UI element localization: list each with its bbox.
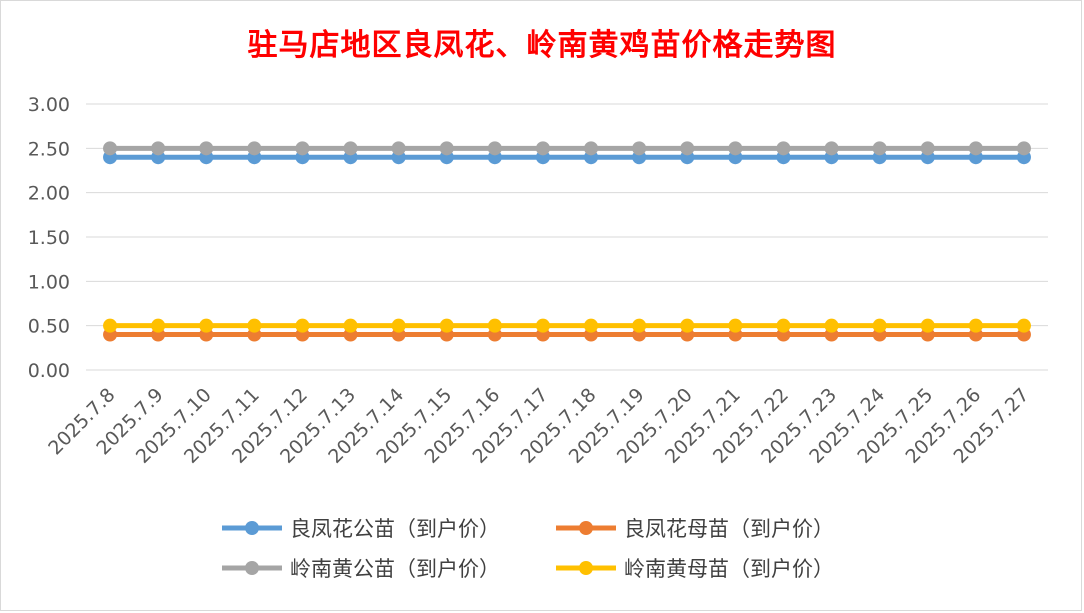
y-tick-label: 3.00	[28, 94, 70, 116]
series-3	[103, 141, 1031, 156]
legend-entry: 良凤花母苗（到户价）	[556, 517, 834, 541]
data-point	[872, 141, 887, 156]
data-point	[680, 141, 695, 156]
data-point	[872, 318, 887, 333]
data-point	[535, 141, 550, 156]
data-point	[728, 141, 743, 156]
legend-label: 良凤花母苗（到户价）	[624, 517, 834, 541]
legend-entry: 岭南黄母苗（到户价）	[556, 557, 834, 581]
legend-swatch-marker	[245, 521, 259, 535]
data-point	[680, 318, 695, 333]
data-point	[728, 318, 743, 333]
data-point	[487, 318, 502, 333]
data-point	[584, 141, 599, 156]
data-point	[439, 318, 454, 333]
data-point	[343, 141, 358, 156]
legend-entry: 良凤花公苗（到户价）	[222, 517, 500, 541]
legend-swatch-marker	[579, 561, 593, 575]
data-point	[103, 141, 118, 156]
data-point	[1016, 141, 1031, 156]
series-layer	[103, 141, 1031, 342]
y-tick-label: 0.50	[28, 316, 70, 338]
gridlines	[86, 103, 1048, 371]
data-point	[247, 318, 262, 333]
legend-swatch-marker	[245, 561, 259, 575]
y-tick-label: 2.00	[28, 183, 70, 205]
series-2	[103, 327, 1031, 342]
y-tick-label: 0.00	[28, 360, 70, 382]
y-tick-label: 1.50	[28, 227, 70, 249]
data-point	[295, 318, 310, 333]
legend: 良凤花公苗（到户价） 良凤花母苗（到户价） 岭南黄公苗（到户价） 岭南黄母苗（到户价）	[222, 517, 834, 581]
data-point	[247, 141, 262, 156]
data-point	[776, 141, 791, 156]
y-axis-ticks: 0.00 0.50 1.00 1.50 2.00 2.50 3.00	[28, 94, 70, 382]
series-1	[103, 150, 1031, 165]
data-point	[584, 318, 599, 333]
data-point	[1016, 318, 1031, 333]
data-point	[632, 318, 647, 333]
data-point	[824, 141, 839, 156]
data-point	[535, 318, 550, 333]
data-point	[968, 141, 983, 156]
y-tick-label: 1.00	[28, 271, 70, 293]
legend-label: 岭南黄公苗（到户价）	[290, 557, 500, 581]
x-axis-ticks: 2025.7.82025.7.92025.7.102025.7.112025.7…	[44, 384, 1033, 468]
data-point	[199, 141, 214, 156]
data-point	[151, 141, 166, 156]
series-4	[103, 318, 1031, 333]
data-point	[824, 318, 839, 333]
data-point	[199, 318, 214, 333]
data-point	[920, 318, 935, 333]
data-point	[968, 318, 983, 333]
y-tick-label: 2.50	[28, 138, 70, 160]
data-point	[103, 318, 118, 333]
data-point	[391, 141, 406, 156]
legend-label: 良凤花公苗（到户价）	[290, 517, 500, 541]
data-point	[920, 141, 935, 156]
data-point	[295, 141, 310, 156]
data-point	[391, 318, 406, 333]
legend-entry: 岭南黄公苗（到户价）	[222, 557, 500, 581]
data-point	[151, 318, 166, 333]
data-point	[439, 141, 454, 156]
data-point	[776, 318, 791, 333]
data-point	[343, 318, 358, 333]
data-point	[632, 141, 647, 156]
legend-swatch-marker	[579, 521, 593, 535]
legend-label: 岭南黄母苗（到户价）	[624, 557, 834, 581]
data-point	[487, 141, 502, 156]
chart-title: 驻马店地区良凤花、岭南黄鸡苗价格走势图	[247, 28, 837, 63]
